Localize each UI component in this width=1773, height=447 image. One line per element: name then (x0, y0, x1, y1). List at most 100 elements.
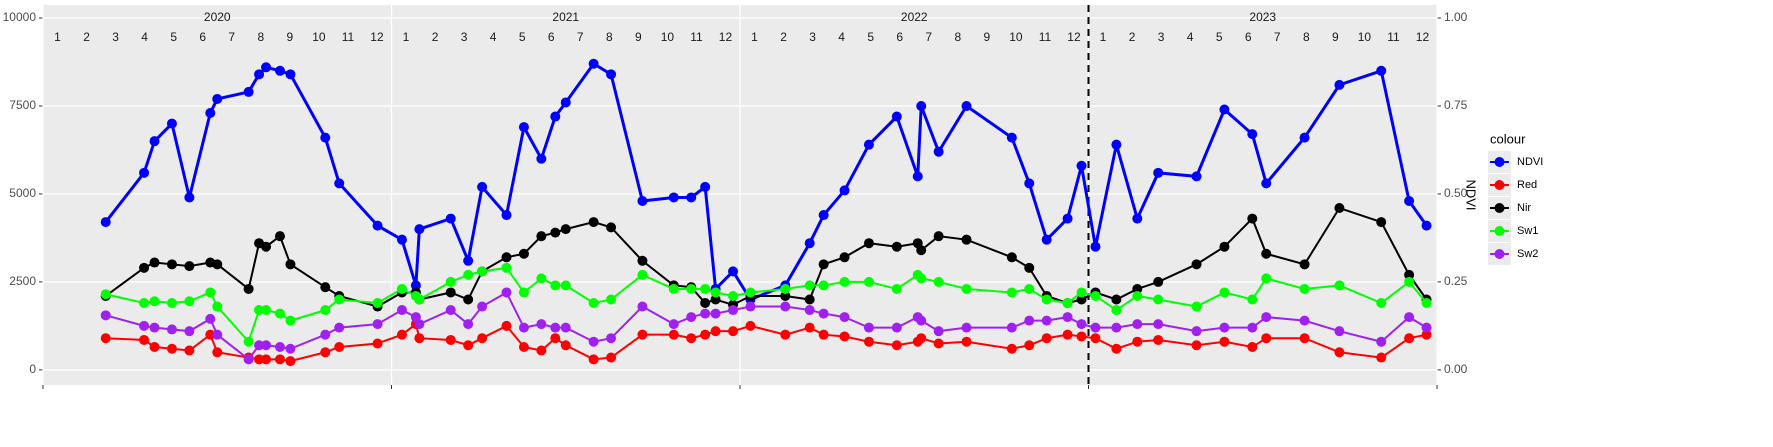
point (637, 195, 648, 206)
point (891, 111, 902, 122)
point (477, 301, 488, 312)
legend-key-dot (1494, 203, 1505, 213)
point (804, 294, 815, 305)
point (334, 178, 345, 189)
month-label: 6 (199, 30, 206, 44)
point (396, 305, 407, 316)
y2-tick-label: 0.50 (1444, 186, 1468, 200)
point (686, 192, 697, 203)
point (1376, 65, 1387, 76)
legend-key-dot (1494, 157, 1505, 167)
month-label: 5 (1216, 30, 1223, 44)
legend-label: Sw1 (1517, 225, 1538, 237)
month-label: 11 (1039, 30, 1052, 44)
point (668, 192, 679, 203)
point (261, 62, 272, 73)
month-label: 5 (170, 30, 177, 44)
point (745, 287, 756, 298)
point (536, 319, 547, 330)
month-label: 2 (83, 30, 90, 44)
point (100, 333, 111, 344)
point (139, 262, 150, 273)
point (334, 342, 345, 352)
point (686, 312, 697, 323)
point (1247, 322, 1258, 333)
point (477, 266, 488, 277)
point (274, 342, 285, 352)
point (560, 322, 571, 333)
point (839, 185, 850, 196)
point (1299, 132, 1310, 143)
point (184, 261, 195, 272)
point (1191, 171, 1202, 182)
month-label: 6 (1245, 30, 1252, 44)
point (1153, 294, 1164, 305)
point (710, 308, 721, 319)
point (1421, 329, 1432, 340)
point (780, 290, 791, 301)
point (961, 100, 972, 111)
point (818, 259, 829, 270)
point (1247, 342, 1258, 352)
point (1024, 283, 1035, 294)
point (804, 238, 815, 249)
point (1153, 276, 1164, 287)
point (1006, 132, 1017, 143)
point (205, 108, 216, 119)
point (560, 280, 571, 291)
point (1041, 333, 1052, 344)
point (1334, 326, 1345, 337)
point (700, 283, 711, 294)
point (1076, 294, 1087, 305)
point (686, 283, 697, 294)
point (1261, 273, 1272, 284)
point (518, 342, 529, 352)
point (550, 111, 561, 122)
point (588, 354, 599, 365)
point (1111, 305, 1122, 316)
point (254, 305, 265, 316)
point (396, 234, 407, 245)
point (780, 329, 791, 340)
point (320, 132, 331, 143)
month-label: 7 (925, 30, 932, 44)
point (1076, 319, 1087, 330)
point (518, 122, 529, 133)
point (212, 301, 223, 312)
point (1191, 259, 1202, 270)
point (637, 329, 648, 340)
y2-tick-label: 0.00 (1444, 362, 1468, 376)
point (1376, 298, 1387, 309)
point (396, 283, 407, 294)
point (1111, 294, 1122, 305)
point (891, 283, 902, 294)
point (463, 255, 474, 266)
year-label: 2023 (1249, 10, 1276, 24)
month-label: 7 (577, 30, 584, 44)
point (243, 86, 254, 97)
point (933, 326, 944, 337)
y-tick-label: 5000 (9, 186, 36, 200)
legend-label: Sw2 (1517, 248, 1538, 260)
month-label: 9 (984, 30, 991, 44)
point (184, 192, 195, 203)
point (818, 280, 829, 291)
point (1090, 322, 1101, 333)
point (1404, 195, 1415, 206)
point (334, 322, 345, 333)
point (1041, 234, 1052, 245)
point (1132, 283, 1143, 294)
point (606, 294, 617, 305)
point (606, 222, 617, 233)
point (536, 153, 547, 164)
point (149, 322, 160, 333)
month-label: 9 (635, 30, 642, 44)
point (1334, 347, 1345, 358)
point (100, 217, 111, 228)
point (863, 336, 874, 347)
month-label: 2 (780, 30, 787, 44)
month-label: 1 (751, 30, 758, 44)
point (710, 326, 721, 337)
point (285, 315, 296, 326)
point (261, 340, 272, 351)
